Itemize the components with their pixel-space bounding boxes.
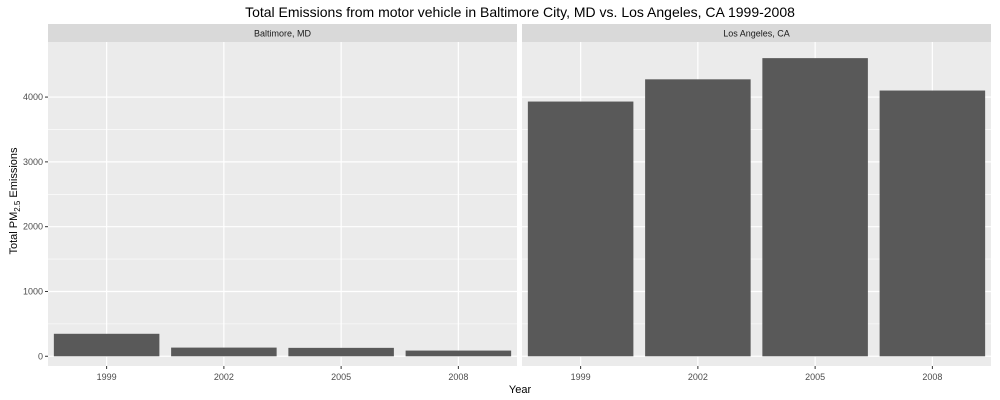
panel-background bbox=[48, 42, 517, 366]
x-tick-label: 2005 bbox=[805, 372, 825, 382]
x-tick-label: 1999 bbox=[97, 372, 117, 382]
facet-strip bbox=[522, 24, 991, 42]
bar-1999 bbox=[53, 333, 160, 357]
y-axis: 0 1000 2000 3000 4000 bbox=[23, 92, 48, 361]
x-tick-label: 1999 bbox=[571, 372, 591, 382]
bar-1999 bbox=[527, 101, 634, 357]
x-tick-label: 2008 bbox=[922, 372, 942, 382]
y-axis-title-main: Total PM bbox=[8, 212, 20, 255]
x-axis-title: Year bbox=[509, 384, 532, 396]
x-tick-label: 2008 bbox=[448, 372, 468, 382]
y-tick-label: 1000 bbox=[23, 286, 43, 296]
x-tick-label: 2002 bbox=[688, 372, 708, 382]
x-tick-label: 2002 bbox=[214, 372, 234, 382]
y-axis-title-suffix: Emissions bbox=[8, 147, 20, 201]
y-axis-title-subscript: 2.5 bbox=[13, 200, 22, 212]
bar-2002 bbox=[645, 79, 751, 357]
x-tick-label: 2005 bbox=[331, 372, 351, 382]
bar-2005 bbox=[762, 58, 868, 357]
y-tick-label: 4000 bbox=[23, 92, 43, 102]
y-tick-label: 0 bbox=[38, 351, 43, 361]
facet-strip bbox=[48, 24, 517, 42]
y-axis-title: Total PM2.5 Emissions bbox=[8, 147, 22, 255]
bar-2002 bbox=[171, 347, 277, 357]
bar-2008 bbox=[879, 90, 986, 357]
y-tick-label: 3000 bbox=[23, 157, 43, 167]
bar-2008 bbox=[405, 350, 512, 357]
panel-baltimore: Baltimore, MD 1999 2002 2005 2008 bbox=[48, 24, 517, 382]
y-tick-label: 2000 bbox=[23, 222, 43, 232]
panel-los-angeles: Los Angeles, CA 1999 2002 2005 2008 bbox=[522, 24, 991, 382]
chart-title: Total Emissions from motor vehicle in Ba… bbox=[245, 4, 795, 20]
bar-2005 bbox=[288, 347, 394, 357]
facet-strip-label: Baltimore, MD bbox=[254, 29, 312, 39]
facet-strip-label: Los Angeles, CA bbox=[723, 29, 790, 39]
